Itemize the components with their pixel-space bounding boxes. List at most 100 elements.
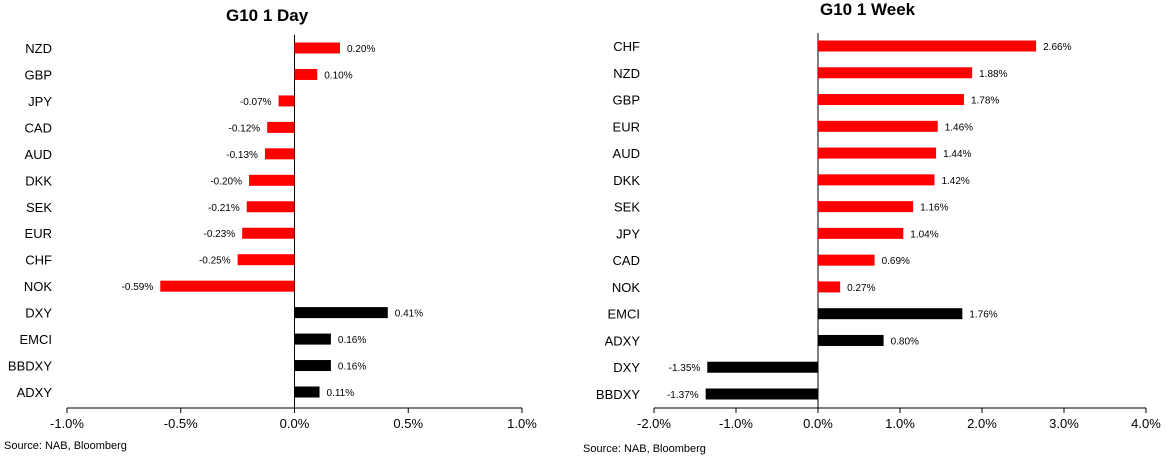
category-label: EUR xyxy=(25,226,52,241)
data-label: 1.44% xyxy=(943,149,971,160)
category-label: JPY xyxy=(616,226,640,241)
x-tick-label: -1.0% xyxy=(50,416,84,430)
category-label: CAD xyxy=(25,120,52,135)
category-label: DXY xyxy=(25,306,52,321)
data-label: -0.07% xyxy=(240,97,272,108)
category-label: NOK xyxy=(24,279,53,294)
bar xyxy=(818,281,841,293)
x-tick-label: 0.5% xyxy=(393,416,423,430)
bar xyxy=(237,254,295,266)
x-tick-label: 1.0% xyxy=(885,416,915,431)
bar xyxy=(294,42,340,54)
category-label: ADXY xyxy=(17,385,53,400)
bar xyxy=(294,360,331,372)
category-label: DKK xyxy=(25,173,52,188)
x-tick-label: 0.0% xyxy=(803,416,833,431)
category-label: SEK xyxy=(26,200,52,215)
data-label: 0.11% xyxy=(327,388,355,399)
category-label: EUR xyxy=(613,119,640,134)
bar xyxy=(818,227,904,239)
data-label: -1.35% xyxy=(669,363,701,374)
category-label: GBP xyxy=(25,67,52,82)
data-label: 0.16% xyxy=(338,362,366,373)
data-label: -0.12% xyxy=(229,123,261,134)
chart-title: G10 1 Week xyxy=(820,0,916,19)
category-label: NZD xyxy=(25,41,52,56)
data-label: 1.46% xyxy=(945,122,973,133)
bar xyxy=(707,361,818,373)
category-label: SEK xyxy=(614,200,640,215)
data-label: 0.41% xyxy=(395,309,423,320)
bar xyxy=(246,201,295,213)
x-tick-label: -2.0% xyxy=(637,416,671,431)
data-label: 0.80% xyxy=(891,336,919,347)
category-label: ADXY xyxy=(605,333,641,348)
bar xyxy=(294,307,388,319)
data-label: -0.13% xyxy=(226,150,258,161)
source-note: Source: NAB, Bloomberg xyxy=(4,440,127,452)
data-label: -0.23% xyxy=(203,229,235,240)
bar-chart-plot: -1.0% -0.5% 0.0% 0.5% 1.0% NZD 0.20% GBP 0.10% JP… xyxy=(8,35,537,430)
data-label: 0.20% xyxy=(347,44,375,55)
category-label: DKK xyxy=(613,173,640,188)
data-label: -0.21% xyxy=(208,203,240,214)
data-label: 1.42% xyxy=(941,176,969,187)
bar xyxy=(160,280,295,292)
bar xyxy=(267,121,295,133)
bar xyxy=(818,254,875,266)
category-label: CHF xyxy=(613,39,640,54)
data-label: -0.20% xyxy=(210,176,242,187)
category-label: BBDXY xyxy=(8,359,52,374)
bar xyxy=(294,333,331,345)
data-label: -0.59% xyxy=(122,282,154,293)
category-label: CHF xyxy=(25,253,52,268)
bar xyxy=(818,147,937,159)
x-tick-label: 4.0% xyxy=(1131,416,1161,431)
data-label: 1.78% xyxy=(971,96,999,107)
bar xyxy=(242,227,295,239)
category-label: NOK xyxy=(612,280,641,295)
data-label: 0.10% xyxy=(324,70,352,81)
bar xyxy=(818,174,935,186)
bar xyxy=(249,174,295,186)
x-tick-label: -1.0% xyxy=(719,416,753,431)
category-label: GBP xyxy=(613,93,640,108)
bar xyxy=(264,148,295,160)
category-label: BBDXY xyxy=(596,387,640,402)
category-label: DXY xyxy=(613,360,640,375)
x-tick-label: -0.5% xyxy=(164,416,198,430)
bar xyxy=(818,67,973,79)
category-label: NZD xyxy=(613,66,640,81)
data-label: 1.16% xyxy=(920,203,948,214)
data-label: 0.27% xyxy=(847,283,875,294)
source-note: Source: NAB, Bloomberg xyxy=(583,443,706,455)
data-label: 1.04% xyxy=(910,229,938,240)
bar xyxy=(818,94,964,106)
x-tick-label: 0.0% xyxy=(280,416,310,430)
x-tick-label: 2.0% xyxy=(967,416,997,431)
category-label: CAD xyxy=(613,253,640,268)
bar xyxy=(818,40,1037,52)
category-label: EMCI xyxy=(608,307,641,322)
bar xyxy=(294,68,318,80)
category-label: EMCI xyxy=(20,332,53,347)
data-label: 0.69% xyxy=(882,256,910,267)
x-tick-label: 3.0% xyxy=(1049,416,1079,431)
chart-title: G10 1 Day xyxy=(226,6,309,25)
data-label: 0.16% xyxy=(338,335,366,346)
bar xyxy=(818,308,963,320)
bar xyxy=(278,95,295,107)
category-label: JPY xyxy=(28,94,52,109)
data-label: 1.88% xyxy=(979,69,1007,80)
category-label: AUD xyxy=(25,147,52,162)
data-label: -0.25% xyxy=(199,256,231,267)
bar xyxy=(818,334,884,346)
bar xyxy=(818,120,938,132)
data-label: 2.66% xyxy=(1043,42,1071,53)
bar xyxy=(818,201,914,213)
bar xyxy=(294,386,320,398)
chart-g10-1-week: G10 1 Week -2.0% -1.0% 0.0% 1.0% 2.0% 3.0% 4.0… xyxy=(580,0,1170,458)
bar-chart-plot: -2.0% -1.0% 0.0% 1.0% 2.0% 3.0% 4.0% CHF 2.66% NZ… xyxy=(596,33,1161,431)
category-label: AUD xyxy=(613,146,640,161)
chart-g10-1-day: G10 1 Day -1.0% -0.5% 0.0% 0.5% 1.0% NZD 0.20%… xyxy=(0,0,575,458)
